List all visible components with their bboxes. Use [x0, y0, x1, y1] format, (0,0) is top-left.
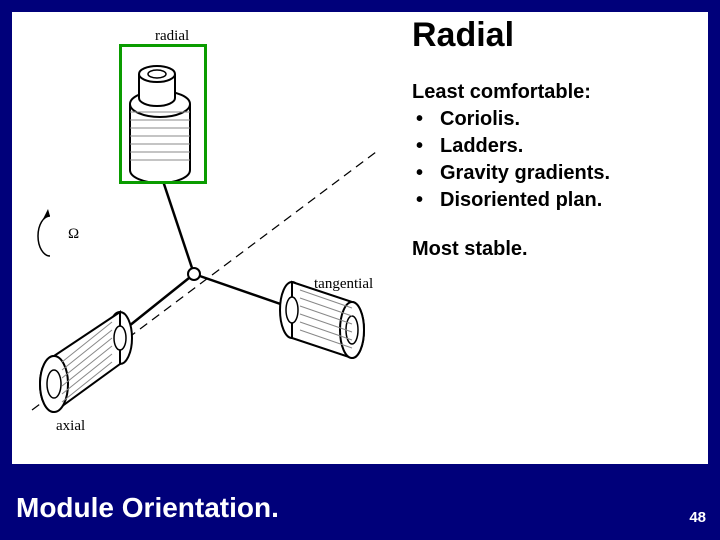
label-tangential: tangential	[314, 276, 373, 293]
text-panel: Radial Least comfortable: Coriolis. Ladd…	[412, 12, 708, 464]
axial-module	[40, 312, 132, 412]
label-radial: radial	[155, 28, 189, 45]
highlight-radial	[119, 44, 207, 184]
label-omega: Ω	[68, 226, 79, 243]
bullet-item: Ladders.	[412, 133, 708, 160]
diagram-panel: radial tangential axial Ω	[12, 12, 412, 464]
omega-rotation	[38, 209, 50, 256]
content-area: radial tangential axial Ω Radial Least c…	[12, 12, 708, 464]
footer-title: Module Orientation.	[16, 492, 279, 524]
bullet-item: Disoriented plan.	[412, 187, 708, 214]
bullet-list: Coriolis. Ladders. Gravity gradients. Di…	[412, 106, 708, 214]
tangential-module	[280, 282, 364, 358]
bullet-item: Gravity gradients.	[412, 160, 708, 187]
slide-closing: Most stable.	[412, 238, 708, 261]
bullet-item: Coriolis.	[412, 106, 708, 133]
slide-title: Radial	[412, 16, 708, 55]
page-number: 48	[689, 509, 706, 526]
label-axial: axial	[56, 418, 85, 435]
slide-lead: Least comfortable:	[412, 81, 708, 104]
